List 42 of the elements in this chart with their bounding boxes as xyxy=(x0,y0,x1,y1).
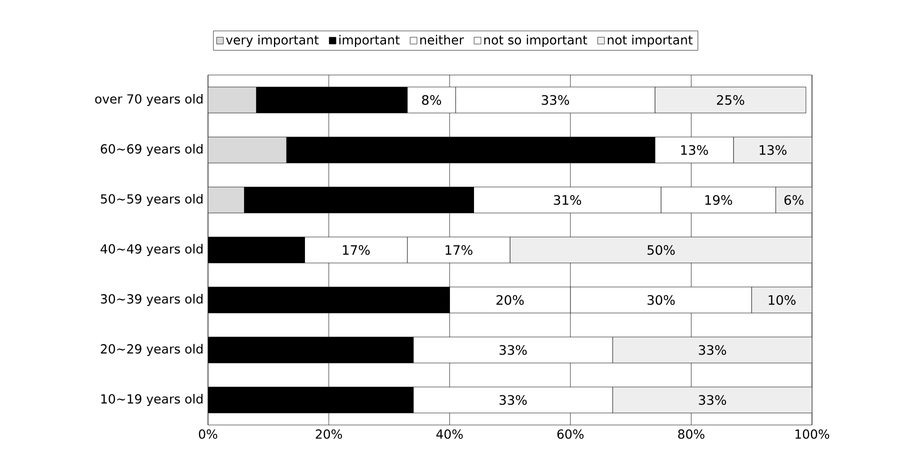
data-label: 33% xyxy=(542,95,570,105)
data-label: 17% xyxy=(446,245,472,255)
legend-label: not important xyxy=(608,34,693,48)
bar xyxy=(612,336,812,364)
y-tick-label: 40~49 years old xyxy=(100,244,202,256)
data-label: 13% xyxy=(760,145,786,155)
bar xyxy=(612,386,812,414)
data-label: 50% xyxy=(648,245,675,255)
legend-label: very important xyxy=(226,34,319,48)
data-label: 17% xyxy=(342,245,370,255)
data-label: 6% xyxy=(784,195,804,205)
data-label: 20% xyxy=(496,295,524,305)
x-tick-label: 0% xyxy=(198,429,218,439)
data-label: 33% xyxy=(698,395,726,405)
data-label: 19% xyxy=(705,195,732,205)
x-tick-label: 100% xyxy=(796,429,830,439)
bar xyxy=(510,236,812,264)
y-tick-label: 20~29 years old xyxy=(100,344,202,356)
data-label: 33% xyxy=(500,345,527,355)
y-tick-label: 50~59 years old xyxy=(100,194,202,206)
y-tick-label: over 70 years old xyxy=(95,94,203,106)
bar xyxy=(751,286,812,314)
x-tick-label: 20% xyxy=(316,429,342,439)
data-label: 33% xyxy=(500,395,527,405)
legend-label: neither xyxy=(420,34,464,45)
data-label: 10% xyxy=(768,295,796,305)
legend-label: important xyxy=(339,34,400,48)
bar xyxy=(654,86,806,114)
legend-label: not so important xyxy=(484,34,588,48)
data-label: 33% xyxy=(698,345,726,355)
y-tick-label: 60~69 years old xyxy=(100,144,202,156)
bar xyxy=(733,136,812,164)
data-label: 30% xyxy=(648,295,675,305)
x-tick-label: 60% xyxy=(557,429,584,439)
data-label: 8% xyxy=(422,95,442,105)
data-label: 25% xyxy=(716,95,744,105)
y-tick-label: 30~39 years old xyxy=(100,294,202,306)
x-tick-label: 80% xyxy=(678,429,704,439)
x-tick-label: 40% xyxy=(436,429,463,439)
data-label: 31% xyxy=(554,195,582,205)
data-label: 13% xyxy=(681,145,708,155)
y-tick-label: 10~19 years old xyxy=(101,394,202,406)
